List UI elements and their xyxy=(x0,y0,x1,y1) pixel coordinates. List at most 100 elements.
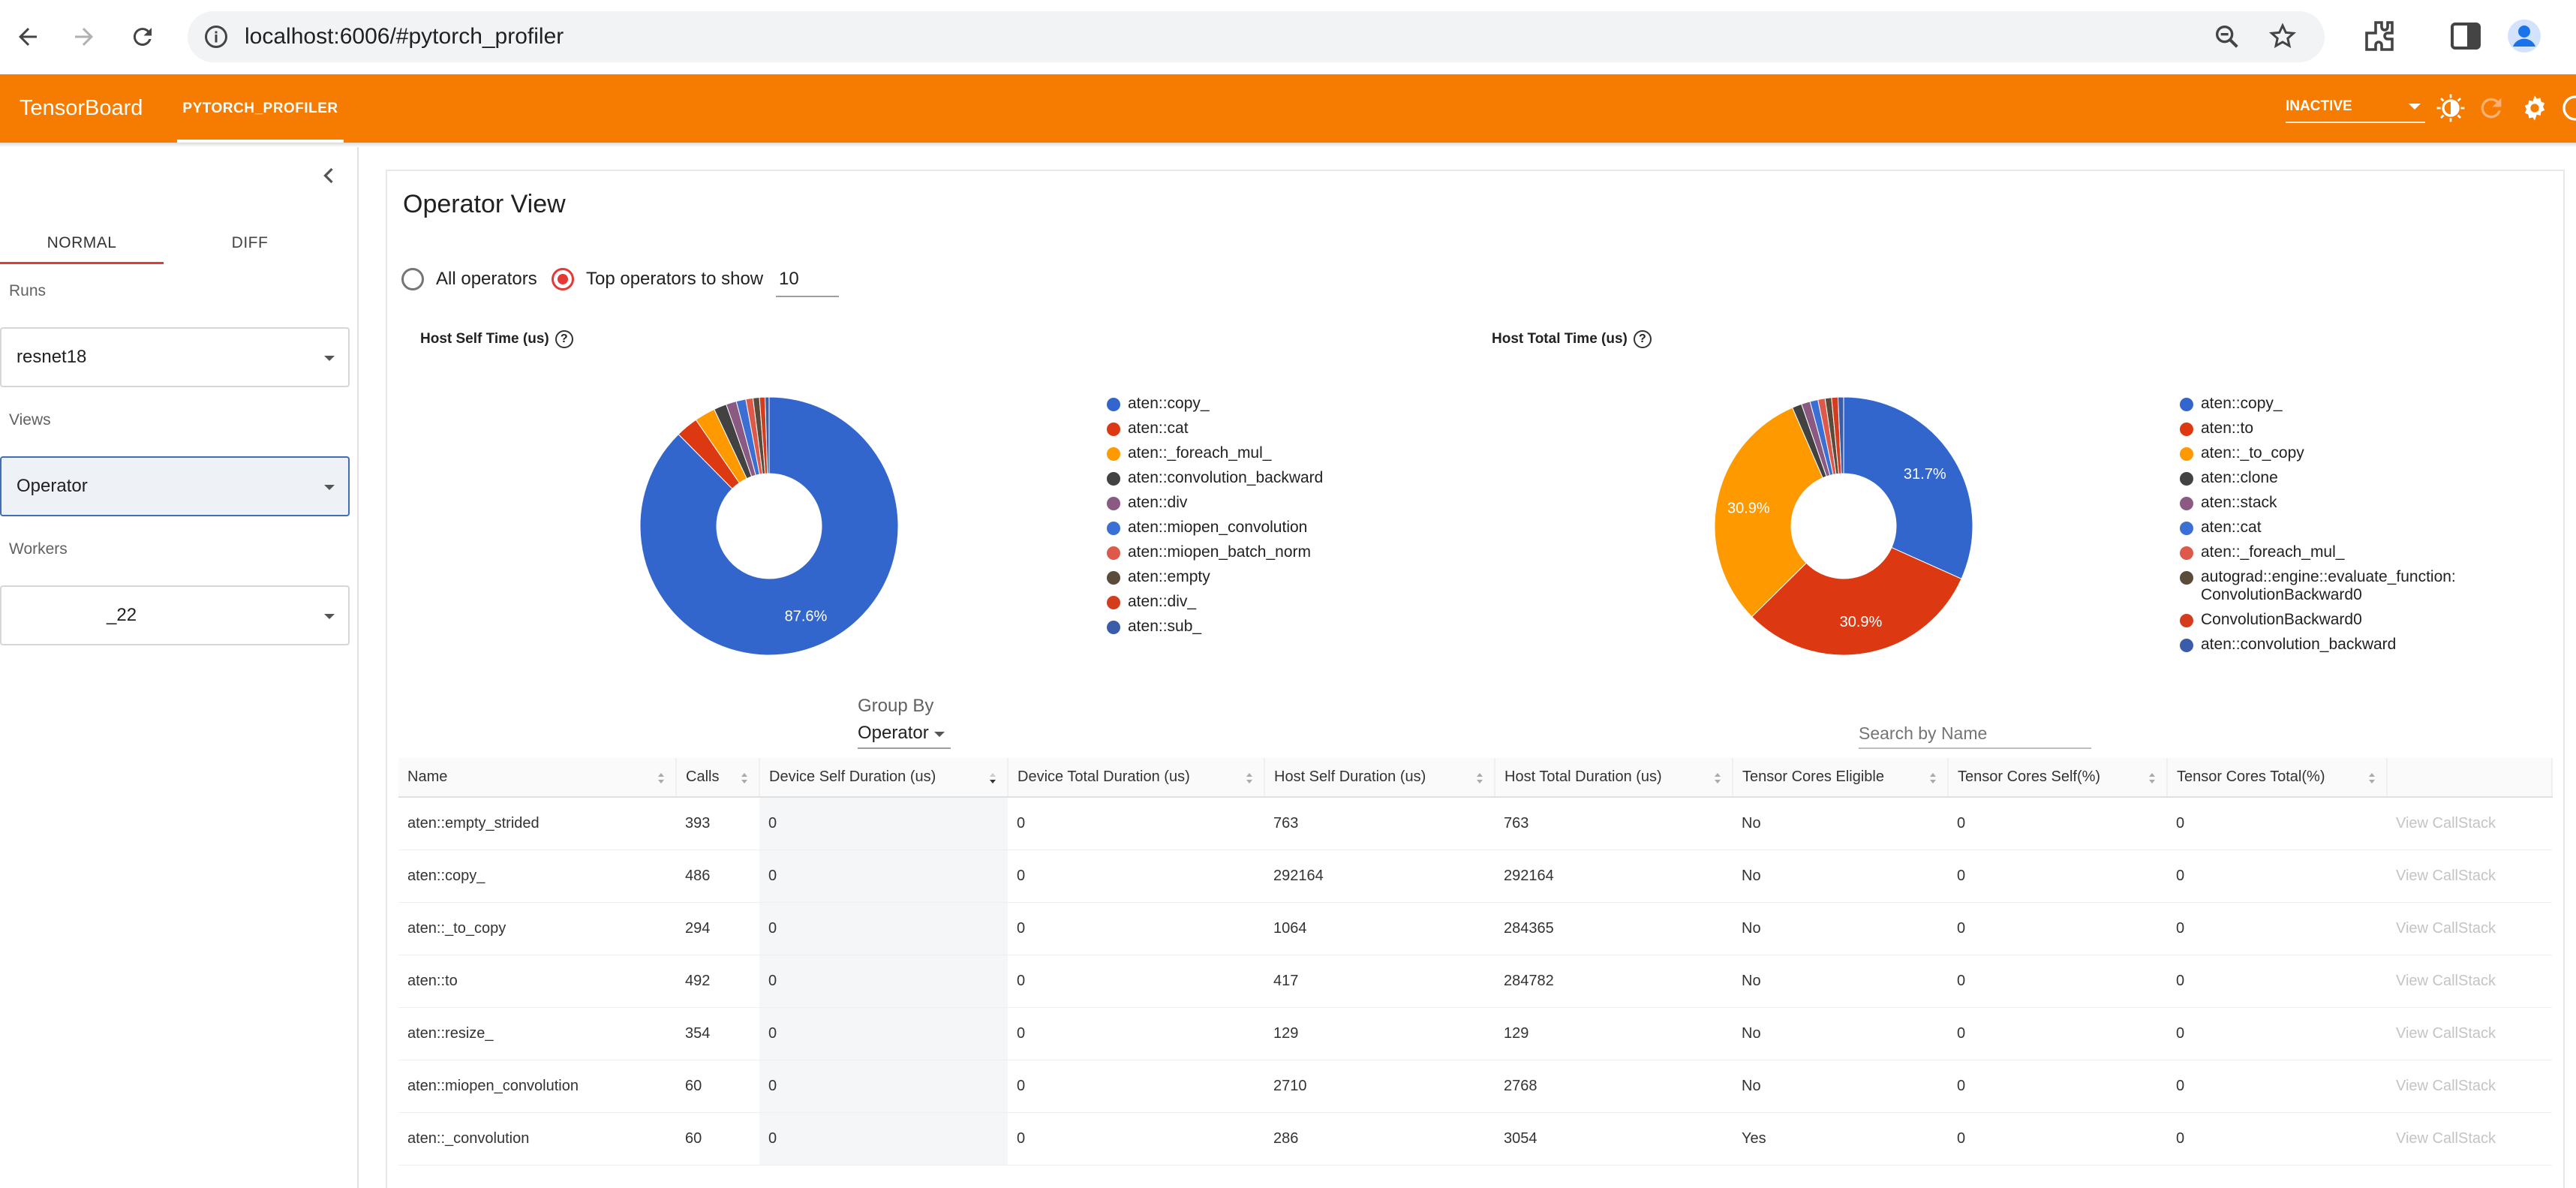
radio-top-operators[interactable] xyxy=(552,268,574,290)
pie-slice[interactable] xyxy=(1843,396,1973,579)
theme-toggle-icon[interactable] xyxy=(2436,93,2466,123)
sort-icon[interactable] xyxy=(2368,771,2376,786)
inactive-plugins-select[interactable]: INACTIVE xyxy=(2286,95,2425,123)
reload-button[interactable] xyxy=(122,17,163,57)
legend-item[interactable]: aten::cat xyxy=(1107,420,1323,444)
sort-descending-icon[interactable] xyxy=(989,771,996,786)
pie-slice[interactable] xyxy=(765,396,770,474)
column-header[interactable]: Tensor Cores Eligible xyxy=(1733,758,1949,798)
column-header[interactable]: Device Total Duration (us) xyxy=(1008,758,1265,798)
legend-item[interactable]: aten::convolution_backward xyxy=(2180,636,2576,660)
sort-icon[interactable] xyxy=(2148,771,2156,786)
help-icon[interactable] xyxy=(2560,93,2576,123)
column-header[interactable]: Calls xyxy=(676,758,760,798)
search-by-name-input[interactable] xyxy=(1859,719,2091,749)
legend-item[interactable]: aten::_to_copy xyxy=(2180,444,2576,469)
site-info-icon[interactable] xyxy=(203,23,230,50)
pie-slice[interactable] xyxy=(1751,546,1962,656)
top-n-input[interactable]: 10 xyxy=(776,264,839,297)
pie-slice[interactable] xyxy=(1837,396,1844,474)
table-cell: 294 xyxy=(676,902,759,955)
address-bar[interactable]: localhost:6006/#pytorch_profiler xyxy=(188,11,2325,62)
view-callstack-link[interactable]: View CallStack xyxy=(2387,902,2552,955)
help-circle-icon[interactable]: ? xyxy=(555,330,573,348)
table-cell: 3054 xyxy=(1495,1112,1733,1165)
tab-normal[interactable]: NORMAL xyxy=(0,222,164,264)
view-callstack-link[interactable]: View CallStack xyxy=(2387,797,2552,850)
tab-diff[interactable]: DIFF xyxy=(231,234,269,251)
help-circle-icon[interactable]: ? xyxy=(1633,330,1652,348)
extensions-icon[interactable] xyxy=(2362,18,2398,54)
table-cell: 1064 xyxy=(1264,902,1495,955)
legend-item[interactable]: aten::to xyxy=(2180,420,2576,444)
refresh-icon[interactable] xyxy=(2476,93,2506,123)
column-header[interactable]: Host Self Duration (us) xyxy=(1264,758,1495,798)
side-panel-icon[interactable] xyxy=(2448,18,2484,54)
legend-item[interactable]: aten::stack xyxy=(2180,494,2576,519)
table-cell: 0 xyxy=(759,902,1008,955)
settings-gear-icon[interactable] xyxy=(2520,93,2550,123)
tab-pytorch-profiler[interactable]: PYTORCH_PROFILER xyxy=(177,74,344,143)
legend-item[interactable]: aten::copy_ xyxy=(1107,395,1323,420)
group-by-select[interactable]: Operator xyxy=(858,720,951,749)
legend-item[interactable]: aten::copy_ xyxy=(2180,395,2576,420)
view-callstack-link[interactable]: View CallStack xyxy=(2387,955,2552,1008)
url-text[interactable]: localhost:6006/#pytorch_profiler xyxy=(245,24,564,49)
back-button[interactable] xyxy=(8,17,48,57)
legend-item[interactable]: aten::div_ xyxy=(1107,593,1323,618)
forward-button[interactable] xyxy=(64,17,104,57)
sort-icon[interactable] xyxy=(657,771,665,786)
legend-item[interactable]: autograd::engine::evaluate_function: Con… xyxy=(2180,568,2576,611)
table-cell: 417 xyxy=(1264,955,1495,1008)
legend-item[interactable]: aten::miopen_convolution xyxy=(1107,519,1323,543)
legend-item[interactable]: aten::clone xyxy=(2180,469,2576,494)
sort-icon[interactable] xyxy=(741,771,748,786)
column-header[interactable]: Device Self Duration (us) xyxy=(759,758,1008,798)
views-select[interactable]: Operator xyxy=(0,456,350,516)
column-header[interactable]: Name xyxy=(398,758,677,798)
table-cell: 0 xyxy=(2167,1007,2387,1060)
workers-select[interactable]: _22 xyxy=(0,585,350,645)
table-cell: 0 xyxy=(1008,797,1264,850)
table-cell: 129 xyxy=(1495,1007,1733,1060)
column-header-label: Tensor Cores Eligible xyxy=(1742,768,1884,785)
column-header-label: Host Self Duration (us) xyxy=(1274,768,1426,785)
legend-item[interactable]: aten::sub_ xyxy=(1107,618,1323,642)
column-header[interactable]: Tensor Cores Total(%) xyxy=(2167,758,2388,798)
pie-data-label: 30.9% xyxy=(1727,500,1770,516)
sort-icon[interactable] xyxy=(1714,771,1721,786)
zoom-icon[interactable] xyxy=(2212,22,2242,52)
table-cell: 129 xyxy=(1264,1007,1495,1060)
legend-item[interactable]: ConvolutionBackward0 xyxy=(2180,611,2576,636)
runs-select[interactable]: resnet18 xyxy=(0,327,350,387)
chevron-left-icon[interactable] xyxy=(315,162,342,189)
sort-icon[interactable] xyxy=(1476,771,1483,786)
legend-item[interactable]: aten::_foreach_mul_ xyxy=(1107,444,1323,469)
bookmark-star-icon[interactable] xyxy=(2268,22,2298,52)
inactive-label: INACTIVE xyxy=(2286,98,2352,114)
chevron-down-icon xyxy=(324,614,335,619)
legend-item[interactable]: aten::convolution_backward xyxy=(1107,469,1323,494)
legend-item[interactable]: aten::empty xyxy=(1107,568,1323,593)
view-callstack-link[interactable]: View CallStack xyxy=(2387,1112,2552,1165)
column-header[interactable]: Host Total Duration (us) xyxy=(1495,758,1733,798)
view-callstack-link[interactable]: View CallStack xyxy=(2387,1007,2552,1060)
table-cell: aten::miopen_convolution xyxy=(398,1060,676,1113)
view-callstack-link[interactable]: View CallStack xyxy=(2387,850,2552,903)
radio-all-label[interactable]: All operators xyxy=(436,269,537,289)
sort-icon[interactable] xyxy=(1246,771,1253,786)
radio-top-label[interactable]: Top operators to show xyxy=(586,269,764,289)
pie-slice[interactable] xyxy=(1714,407,1823,618)
pie-slice[interactable] xyxy=(639,396,899,656)
legend-item[interactable]: aten::miopen_batch_norm xyxy=(1107,543,1323,568)
profile-avatar-icon[interactable] xyxy=(2506,18,2542,54)
sort-icon[interactable] xyxy=(1929,771,1937,786)
column-header[interactable]: Tensor Cores Self(%) xyxy=(1948,758,2168,798)
legend-item[interactable]: aten::_foreach_mul_ xyxy=(2180,543,2576,568)
legend-label: autograd::engine::evaluate_function: Con… xyxy=(2201,568,2456,603)
radio-all-operators[interactable] xyxy=(401,268,424,290)
legend-item[interactable]: aten::cat xyxy=(2180,519,2576,543)
view-callstack-link[interactable]: View CallStack xyxy=(2387,1060,2552,1113)
legend-item[interactable]: aten::div xyxy=(1107,494,1323,519)
table-cell: 0 xyxy=(759,1112,1008,1165)
